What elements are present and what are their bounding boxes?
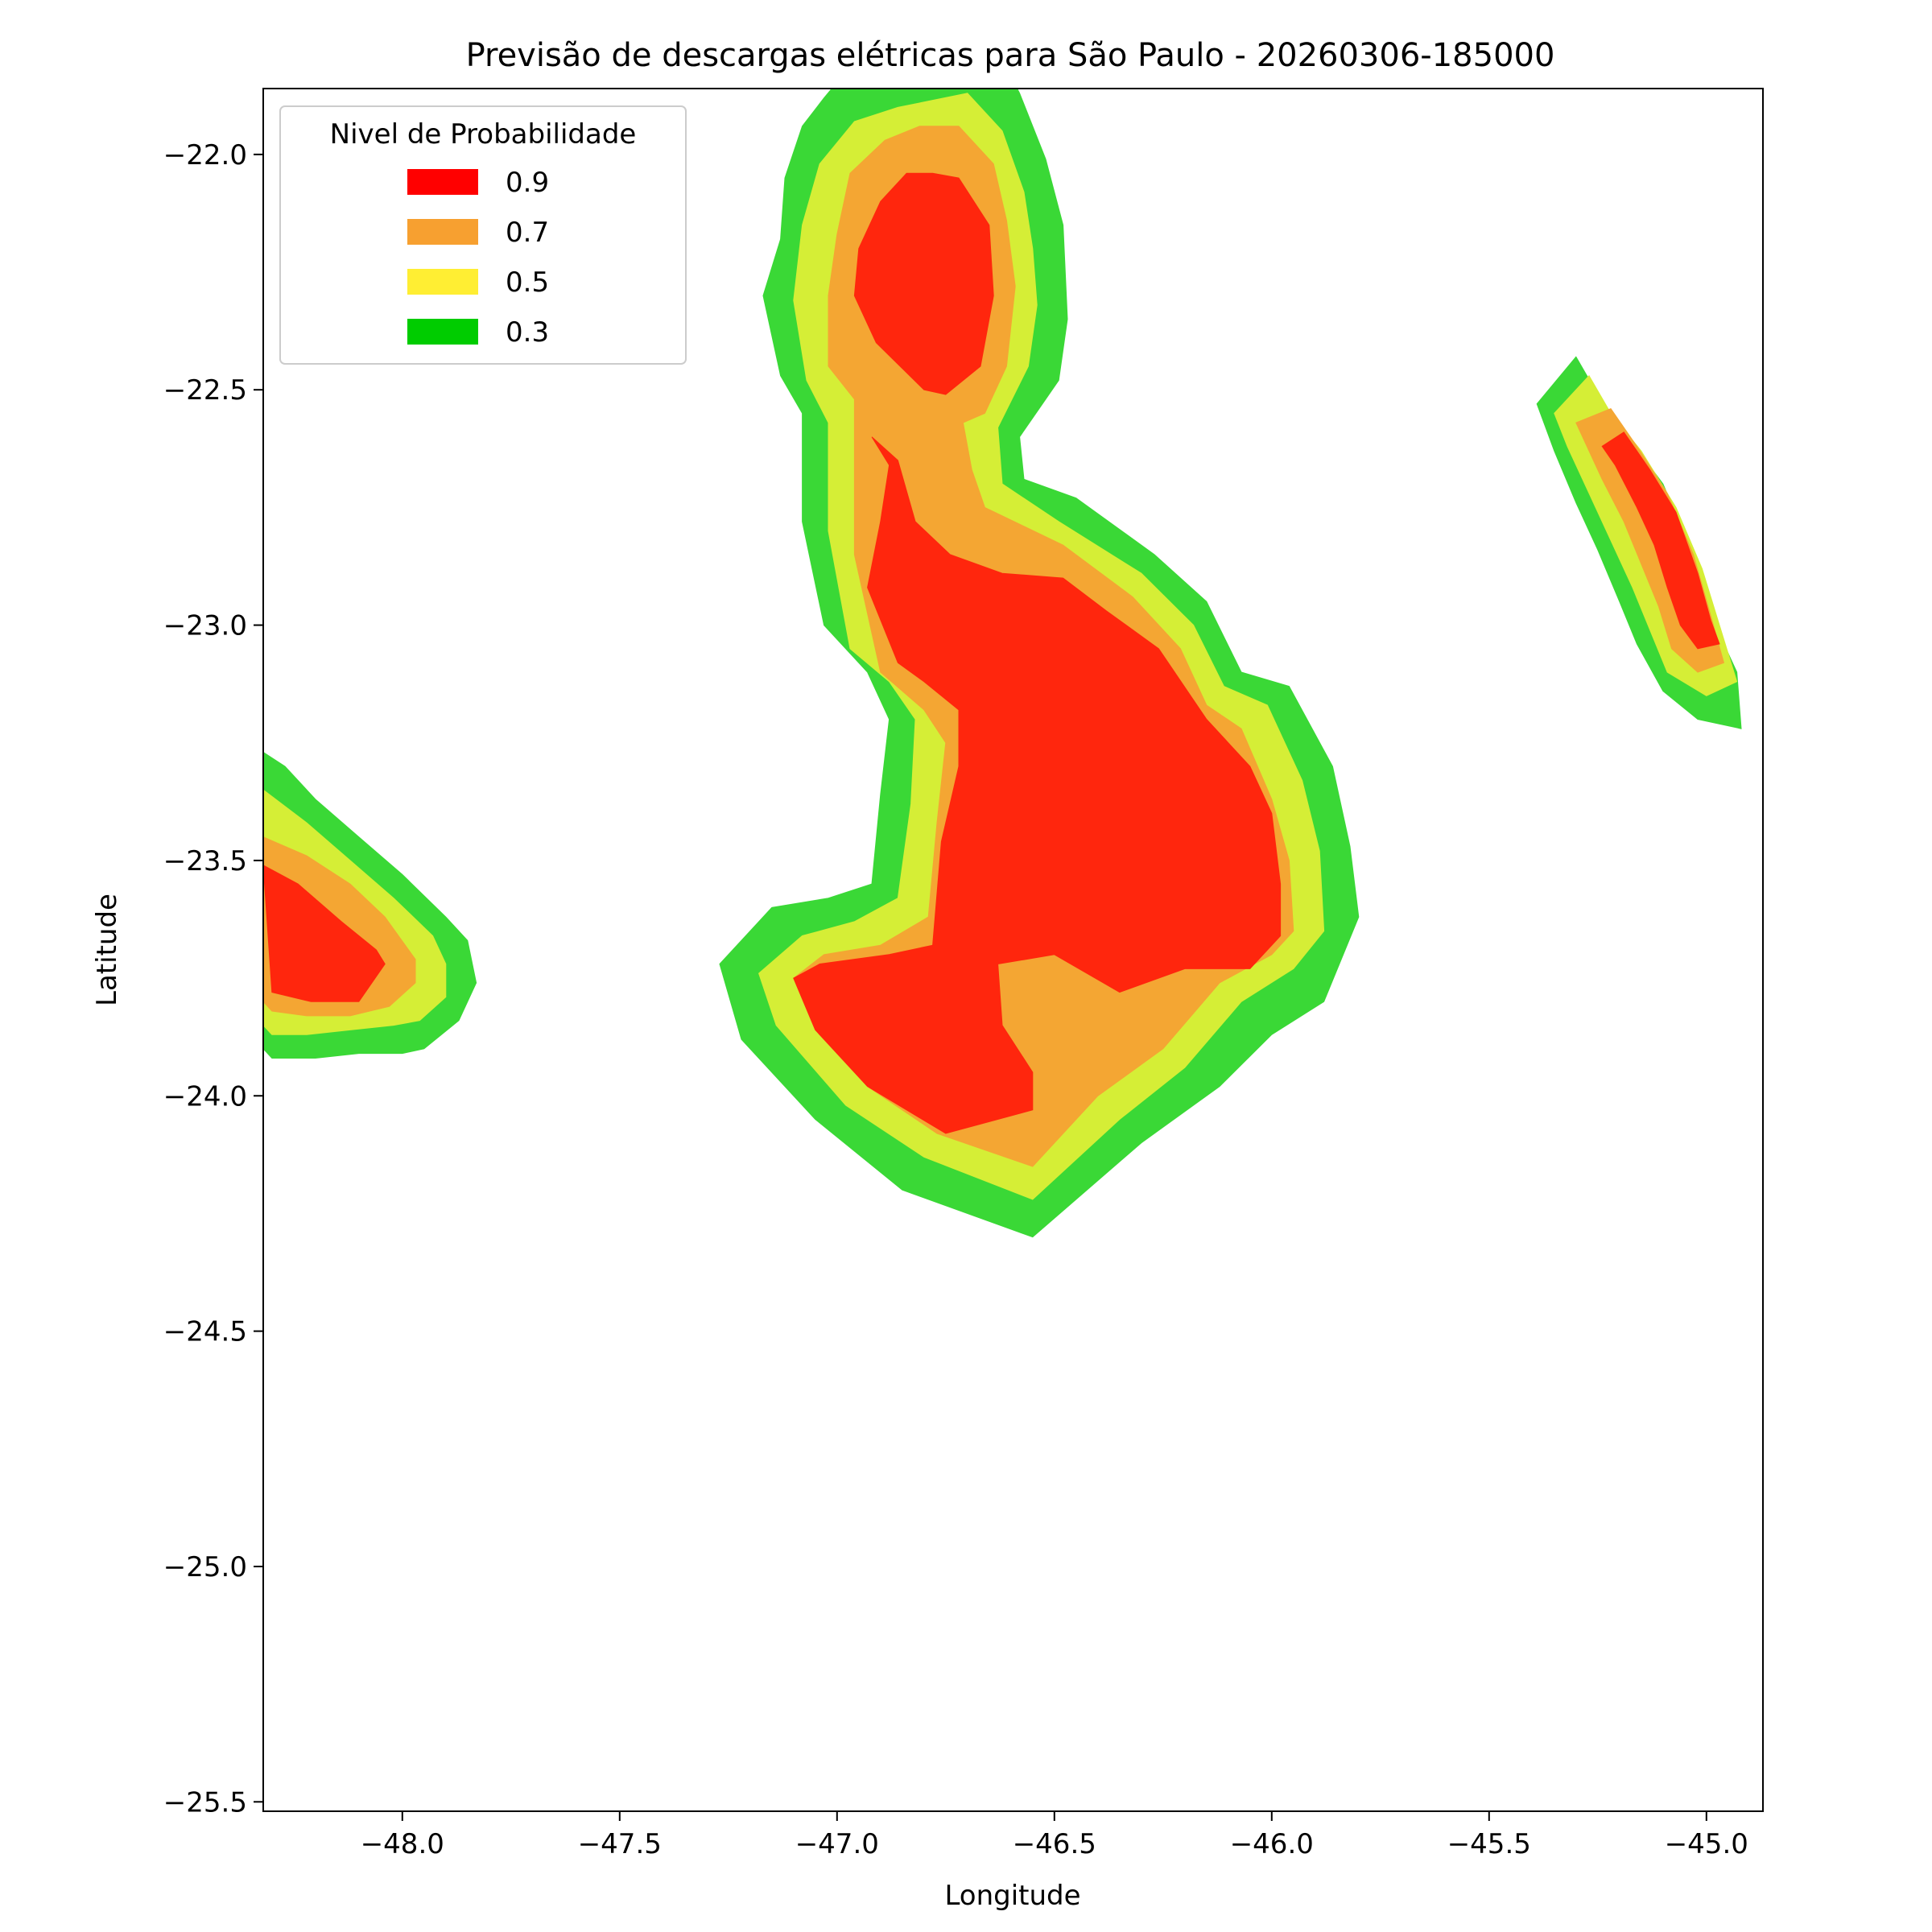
legend-box [279,105,687,365]
legend-swatch-0_9 [407,169,478,195]
region-east-cell [1536,356,1742,729]
region-west-cell [263,751,477,1059]
contour-level-0_9-central-cell-4 [793,436,1282,1134]
x-axis-label: Longitude [944,1880,1080,1912]
contour-level-0_9-west-cell-3 [263,865,386,1002]
x-axis: −48.0 −47.5 −47.0 −46.5 −46.0 −45.5 −45.0 [361,1811,1748,1860]
plot-frame [262,88,1764,1812]
y-axis-label: Latitude [91,894,123,1006]
y-axis: −22.0 −22.5 −23.0 −23.5 −24.0 −24.5 −25.0 −25.5 [163,139,263,1818]
y-tick-label: −25.5 [163,1786,247,1818]
x-tick-label: −47.0 [795,1828,879,1860]
legend-label-0_7: 0.7 [506,217,549,249]
legend-swatch-0_5 [407,269,478,295]
contour-level-0_9-central-cell-3 [853,172,994,395]
plot-area [262,88,1764,1812]
y-tick-label: −22.5 [163,374,247,407]
x-tick-label: −45.0 [1665,1828,1748,1860]
y-tick-label: −24.0 [163,1080,247,1113]
x-tick-label: −46.0 [1230,1828,1314,1860]
legend-label-0_5: 0.5 [506,266,549,299]
x-tick-label: −45.5 [1447,1828,1531,1860]
legend-title: Nivel de Probabilidade [330,118,637,151]
chart-title: Previsão de descargas elétricas para São… [466,37,1555,74]
y-tick-label: −24.5 [163,1316,247,1348]
legend-swatch-0_7 [407,219,478,245]
y-tick-label: −23.0 [163,610,247,642]
y-tick-label: −25.0 [163,1551,247,1583]
y-tick-label: −23.5 [163,845,247,877]
legend: Nivel de Probabilidade 0.9 0.7 0.5 0.3 [279,105,687,365]
legend-label-0_3: 0.3 [506,316,549,349]
legend-entries: 0.9 0.7 0.5 0.3 [407,167,549,349]
y-tick-label: −22.0 [163,139,247,171]
x-tick-label: −47.5 [578,1828,662,1860]
legend-label-0_9: 0.9 [506,167,549,199]
contour-layer [263,89,1742,1238]
x-tick-label: −48.0 [361,1828,444,1860]
contour-level-0_9-east-cell-3 [1601,431,1720,650]
region-central-cell [719,89,1360,1238]
x-tick-label: −46.5 [1013,1828,1096,1860]
legend-swatch-0_3 [407,319,478,345]
